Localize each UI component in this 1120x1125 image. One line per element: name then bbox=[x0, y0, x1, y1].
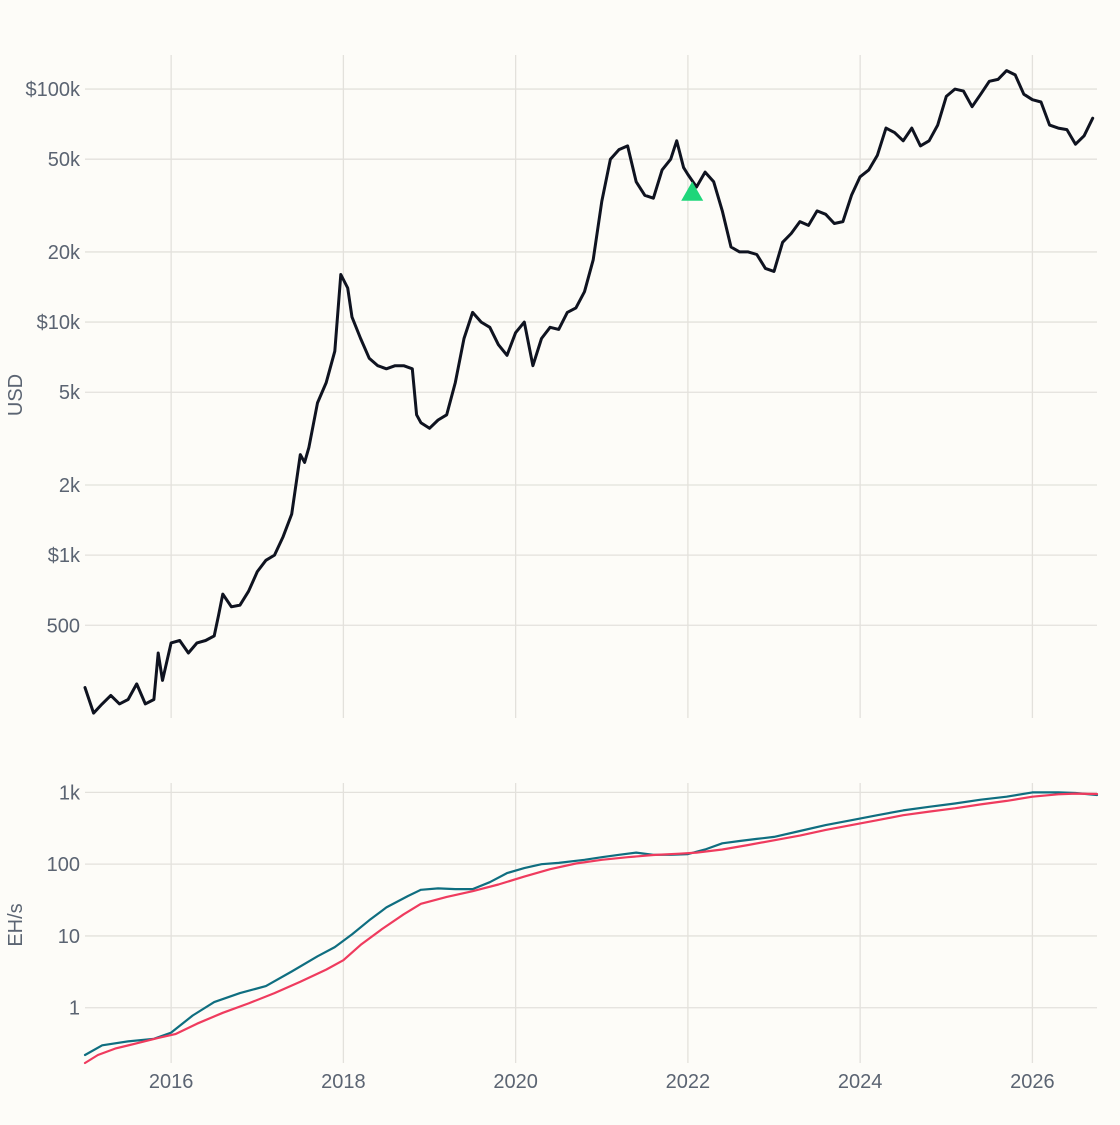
price-y-tick-label: 50k bbox=[48, 149, 81, 171]
hashrate-average-line bbox=[83, 792, 1099, 1065]
price-y-tick-label: 5k bbox=[59, 382, 81, 404]
price-line bbox=[83, 69, 1095, 715]
hashrate-grid bbox=[85, 783, 1097, 1063]
x-tick-label: 2024 bbox=[838, 1071, 883, 1093]
x-tick-label: 2022 bbox=[666, 1071, 711, 1093]
price-y-tick-label: 500 bbox=[47, 615, 80, 637]
hashrate-y-axis-title: EH/s bbox=[5, 903, 27, 946]
price-markers bbox=[681, 181, 704, 201]
price-y-tick-label: 20k bbox=[48, 242, 81, 264]
x-tick-label: 2026 bbox=[1010, 1071, 1055, 1093]
price-y-tick-label: $100k bbox=[26, 79, 81, 101]
price-panel: $100k 50k 20k $10k 5k 2k $1k 500 USD bbox=[5, 55, 1097, 718]
x-tick-label: 2020 bbox=[493, 1071, 538, 1093]
hashrate-y-axis: 1k 100 10 1 bbox=[47, 782, 81, 1019]
x-tick-label: 2018 bbox=[321, 1071, 366, 1093]
x-axis: 2016 2018 2020 2022 2024 2026 bbox=[149, 1071, 1055, 1093]
hashrate-y-tick-label: 1 bbox=[69, 998, 80, 1020]
price-y-axis-title: USD bbox=[5, 374, 27, 416]
x-tick-label: 2016 bbox=[149, 1071, 194, 1093]
price-y-tick-label: $1k bbox=[48, 545, 81, 567]
price-y-tick-label: 2k bbox=[59, 475, 81, 497]
price-y-axis: $100k 50k 20k $10k 5k 2k $1k 500 bbox=[26, 79, 81, 637]
hashrate-series bbox=[83, 791, 1099, 1065]
price-grid bbox=[85, 55, 1097, 718]
hashrate-line bbox=[83, 791, 1099, 1057]
triangle-up-marker bbox=[681, 181, 704, 201]
hashrate-panel: 1k 100 10 1 EH/s bbox=[5, 782, 1099, 1065]
hashrate-y-tick-label: 1k bbox=[59, 782, 81, 804]
price-series bbox=[83, 69, 1095, 715]
hashrate-y-tick-label: 100 bbox=[47, 854, 80, 876]
hashrate-y-tick-label: 10 bbox=[58, 926, 80, 948]
price-y-tick-label: $10k bbox=[37, 312, 81, 334]
